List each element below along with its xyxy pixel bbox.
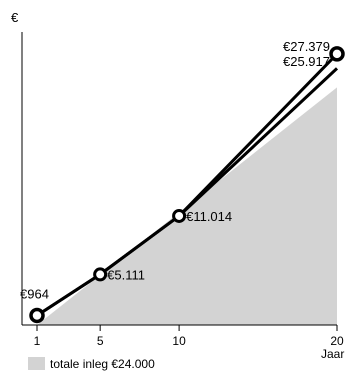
data-label: €25.917 xyxy=(283,54,330,69)
legend-label: totale inleg €24.000 xyxy=(50,357,155,371)
data-label: €11.014 xyxy=(186,209,232,224)
x-tick-label: 20 xyxy=(330,334,344,348)
series-markers xyxy=(29,46,345,324)
x-tick-label: 5 xyxy=(97,334,104,348)
data-label: €27.379 xyxy=(283,39,330,54)
data-point xyxy=(93,267,108,282)
x-tick-label: 10 xyxy=(172,334,186,348)
data-point xyxy=(29,307,45,324)
data-point xyxy=(172,208,187,223)
x-axis-label: Jaar xyxy=(321,347,344,361)
data-point xyxy=(329,46,345,62)
data-label: €5.111 xyxy=(107,267,145,282)
legend-swatch xyxy=(28,357,45,370)
data-labels: €964 €5.111 €11.014 €27.379€25.917 xyxy=(20,39,330,302)
x-ticks: 1 5 10 20 xyxy=(34,325,344,348)
data-label: €964 xyxy=(20,286,49,301)
series-line-2 xyxy=(36,67,339,317)
series-lines xyxy=(36,52,339,317)
x-tick-label: 1 xyxy=(34,334,41,348)
y-axis-label: € xyxy=(11,10,19,25)
